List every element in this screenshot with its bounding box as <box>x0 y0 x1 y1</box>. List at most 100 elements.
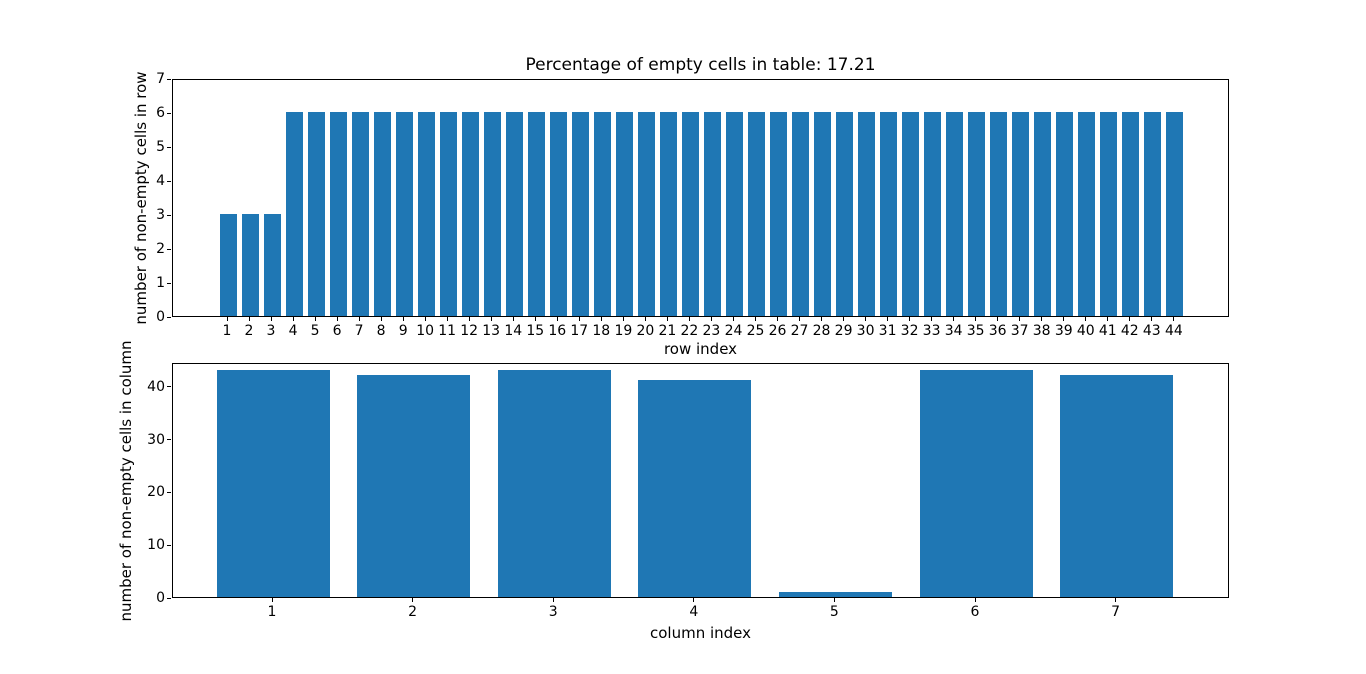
x-tick-mark <box>600 317 602 321</box>
y-tick-label: 5 <box>156 139 165 155</box>
bar-19 <box>615 112 633 316</box>
y-tick-label: 4 <box>156 173 165 189</box>
x-tick-mark <box>909 317 911 321</box>
x-tick-mark <box>865 317 867 321</box>
x-tick-label: 34 <box>944 323 963 339</box>
y-tick-mark <box>167 386 171 388</box>
y-tick-label: 30 <box>147 431 165 448</box>
y-tick-mark <box>167 78 171 80</box>
x-tick-mark <box>688 317 690 321</box>
x-tick-mark <box>821 317 822 321</box>
bar-1 <box>216 370 330 597</box>
x-tick-label: 18 <box>592 323 611 339</box>
bar-4 <box>638 380 752 597</box>
bar-36 <box>990 112 1008 316</box>
x-tick-mark <box>446 317 448 321</box>
y-tick-mark <box>167 544 171 546</box>
x-tick-label: 16 <box>548 323 567 339</box>
bar-21 <box>659 112 677 316</box>
x-tick-mark <box>271 598 273 602</box>
bar-7 <box>351 112 369 316</box>
x-tick-mark <box>1151 317 1153 321</box>
x-tick-mark <box>755 317 756 321</box>
bar-6 <box>329 112 347 316</box>
x-tick-label: 15 <box>526 323 545 339</box>
x-tick-mark <box>710 317 712 321</box>
x-tick-mark <box>622 317 624 321</box>
x-tick-mark <box>578 317 580 321</box>
x-tick-mark <box>358 317 360 321</box>
x-tick-label: 7 <box>1111 604 1121 620</box>
x-tick-label: 37 <box>1010 323 1029 339</box>
bar-27 <box>792 112 809 316</box>
x-tick-label: 36 <box>988 323 1007 339</box>
x-tick-mark <box>402 317 404 321</box>
x-tick-label: 20 <box>636 323 655 339</box>
x-tick-label: 9 <box>398 323 408 339</box>
x-tick-mark <box>226 317 228 321</box>
x-tick-mark <box>997 317 999 321</box>
x-tick-label: 4 <box>288 323 298 339</box>
x-tick-label: 2 <box>408 604 418 620</box>
bar-3 <box>497 370 611 597</box>
bar-11 <box>439 112 457 316</box>
y-tick-label: 0 <box>156 309 165 325</box>
bar-2 <box>357 375 471 597</box>
x-tick-label: 11 <box>438 323 457 339</box>
x-tick-mark <box>974 598 976 602</box>
x-tick-mark <box>552 598 554 602</box>
y-tick-label: 0 <box>156 590 165 606</box>
y-tick-label: 3 <box>156 207 165 223</box>
x-tick-mark <box>1173 317 1175 321</box>
x-tick-mark <box>887 317 889 321</box>
x-tick-mark <box>424 317 426 321</box>
y-tick-mark <box>167 439 171 441</box>
x-tick-mark <box>270 317 272 321</box>
x-tick-label: 42 <box>1120 323 1139 339</box>
x-tick-mark <box>843 317 845 321</box>
x-tick-label: 28 <box>812 323 831 339</box>
bar-37 <box>1012 112 1030 316</box>
x-tick-mark <box>1019 317 1021 321</box>
columns-chart: column index number of non-empty cells i… <box>117 340 1229 641</box>
x-tick-mark <box>931 317 933 321</box>
x-tick-label: 29 <box>834 323 853 339</box>
bar-24 <box>726 112 743 316</box>
x-tick-label: 5 <box>310 323 320 339</box>
bar-44 <box>1166 112 1184 316</box>
bar-29 <box>836 112 854 316</box>
y-tick-label: 10 <box>147 537 165 554</box>
bar-4 <box>285 112 303 316</box>
x-tick-label: 25 <box>746 323 765 339</box>
x-tick-mark <box>292 317 294 321</box>
x-tick-mark <box>666 317 668 321</box>
chart-title: Percentage of empty cells in table: 17.2… <box>525 55 876 75</box>
x-tick-label: 40 <box>1076 323 1095 339</box>
bar-26 <box>770 112 787 316</box>
bar-25 <box>748 112 765 316</box>
bar-2 <box>241 214 259 316</box>
bar-16 <box>549 112 567 316</box>
rows-plot-area <box>172 79 1229 317</box>
x-tick-label: 2 <box>244 323 254 339</box>
bar-42 <box>1122 112 1140 316</box>
y-tick-mark <box>167 112 171 114</box>
x-tick-label: 7 <box>354 323 364 339</box>
x-tick-mark <box>693 598 695 602</box>
bar-43 <box>1144 112 1162 316</box>
x-tick-mark <box>412 598 414 602</box>
bar-1 <box>219 214 237 316</box>
y-tick-label: 1 <box>156 275 165 291</box>
x-tick-label: 8 <box>376 323 386 339</box>
x-tick-label: 38 <box>1032 323 1051 339</box>
bar-10 <box>417 112 435 316</box>
x-tick-label: 26 <box>768 323 787 339</box>
bar-39 <box>1056 112 1074 316</box>
bar-28 <box>814 112 831 316</box>
x-tick-label: 21 <box>658 323 677 339</box>
x-tick-mark <box>314 317 316 321</box>
y-tick-label: 2 <box>156 241 165 257</box>
y-tick-mark <box>167 491 171 493</box>
x-tick-label: 4 <box>689 604 699 620</box>
bar-34 <box>946 112 964 316</box>
